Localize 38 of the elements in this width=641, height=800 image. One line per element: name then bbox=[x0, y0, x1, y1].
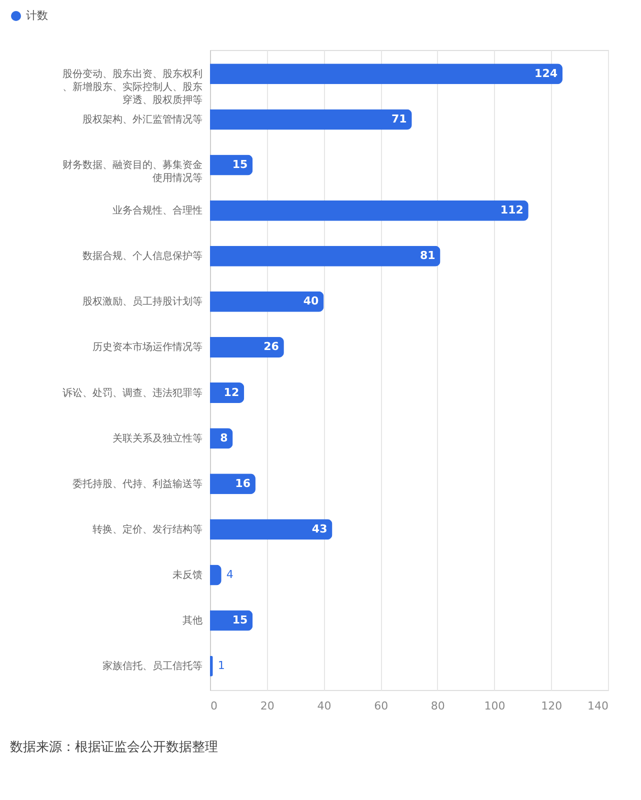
data-label: 1 bbox=[218, 659, 225, 672]
data-label: 12 bbox=[224, 386, 240, 399]
y-tick-label: 股份变动、股东出资、股东权利、新增股东、实际控制人、股东穿透、股权质押等 bbox=[62, 68, 202, 106]
data-label: 43 bbox=[312, 522, 328, 536]
y-tick-label: 未反馈 bbox=[172, 568, 202, 581]
data-label: 26 bbox=[264, 340, 280, 354]
data-label: 8 bbox=[220, 431, 228, 444]
data-label: 124 bbox=[534, 66, 558, 80]
data-label: 112 bbox=[500, 204, 524, 217]
y-tick-label: 关联关系及独立性等 bbox=[112, 432, 202, 444]
data-label: 71 bbox=[392, 112, 407, 126]
data-label: 40 bbox=[303, 294, 320, 308]
x-tick-label: 120 bbox=[541, 700, 562, 712]
data-label: 4 bbox=[226, 568, 234, 581]
source-note: 数据来源：根据证监会公开数据整理 bbox=[10, 740, 218, 755]
x-tick-label: 80 bbox=[430, 700, 445, 712]
x-tick-label: 20 bbox=[260, 700, 274, 712]
data-label: 15 bbox=[232, 158, 248, 172]
data-label: 15 bbox=[232, 614, 248, 627]
y-tick-label: 诉讼、处罚、调查、违法犯罪等 bbox=[62, 386, 202, 399]
x-tick-label: 100 bbox=[484, 700, 506, 712]
x-tick-label: 40 bbox=[317, 700, 332, 712]
y-tick-label: 其他 bbox=[182, 614, 202, 627]
y-tick-label: 股权激励、员工持股计划等 bbox=[82, 296, 202, 308]
y-tick-label: 财务数据、融资目的、募集资金使用情况等 bbox=[62, 159, 202, 184]
data-label: 81 bbox=[420, 249, 436, 262]
y-tick-label: 委托持股、代持、利益输送等 bbox=[72, 478, 202, 490]
x-tick-label: 60 bbox=[374, 700, 388, 712]
y-tick-label: 家族信托、员工信托等 bbox=[102, 660, 202, 672]
y-tick-label: 业务合规性、合理性 bbox=[112, 204, 202, 217]
y-tick-label: 股权架构、外汇监管情况等 bbox=[82, 113, 202, 126]
legend-label: 计数 bbox=[26, 9, 48, 22]
y-tick-label: 数据合规、个人信息保护等 bbox=[82, 250, 202, 262]
data-label: 16 bbox=[235, 476, 251, 490]
x-tick-label: 140 bbox=[588, 700, 608, 712]
y-tick-label: 历史资本市场运作情况等 bbox=[92, 341, 202, 354]
y-tick-label: 转换、定价、发行结构等 bbox=[92, 523, 202, 536]
x-tick-label: 0 bbox=[210, 700, 218, 712]
